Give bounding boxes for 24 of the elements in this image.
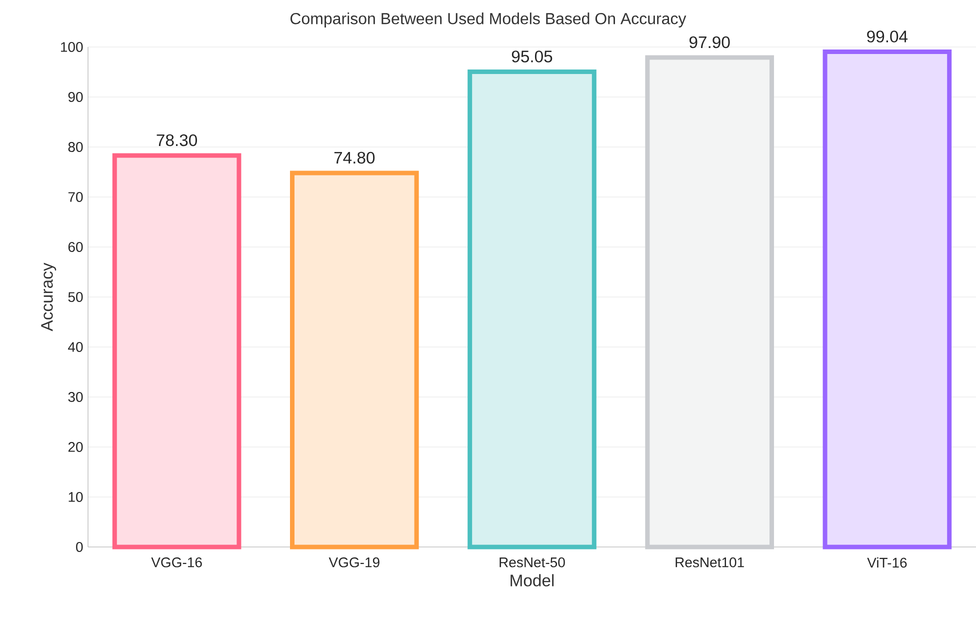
y-tick-label: 0: [76, 542, 83, 552]
y-tick-label: 60: [68, 242, 83, 252]
y-tick-label: 80: [68, 142, 83, 152]
x-tick-label: ResNet-50: [500, 557, 565, 568]
y-tick-label: 70: [68, 192, 83, 202]
x-tick-label: VGG-19: [328, 557, 380, 568]
x-axis-title: Model: [510, 574, 554, 586]
x-tick-label: ResNet101: [676, 557, 744, 568]
data-label: 99.04: [867, 30, 908, 42]
y-axis-title: Accuracy: [41, 262, 56, 332]
y-tick-label: 40: [68, 342, 83, 352]
y-tick-label: 30: [68, 392, 83, 402]
data-label: 74.80: [334, 152, 375, 164]
y-tick-label: 10: [68, 492, 83, 502]
y-tick-label: 90: [68, 92, 83, 102]
y-tick-label: 50: [68, 292, 83, 302]
y-tick-label: 20: [68, 442, 83, 452]
x-tick-label: VGG-16: [151, 557, 202, 568]
data-label: 95.05: [512, 50, 552, 62]
y-tick-label: 100: [61, 42, 83, 52]
data-label: 97.90: [690, 36, 730, 48]
x-tick-label: ViT-16: [867, 557, 907, 568]
chart-title: Comparison Between Used Models Based On Accuracy: [290, 12, 686, 28]
data-label: 78.30: [156, 134, 197, 146]
